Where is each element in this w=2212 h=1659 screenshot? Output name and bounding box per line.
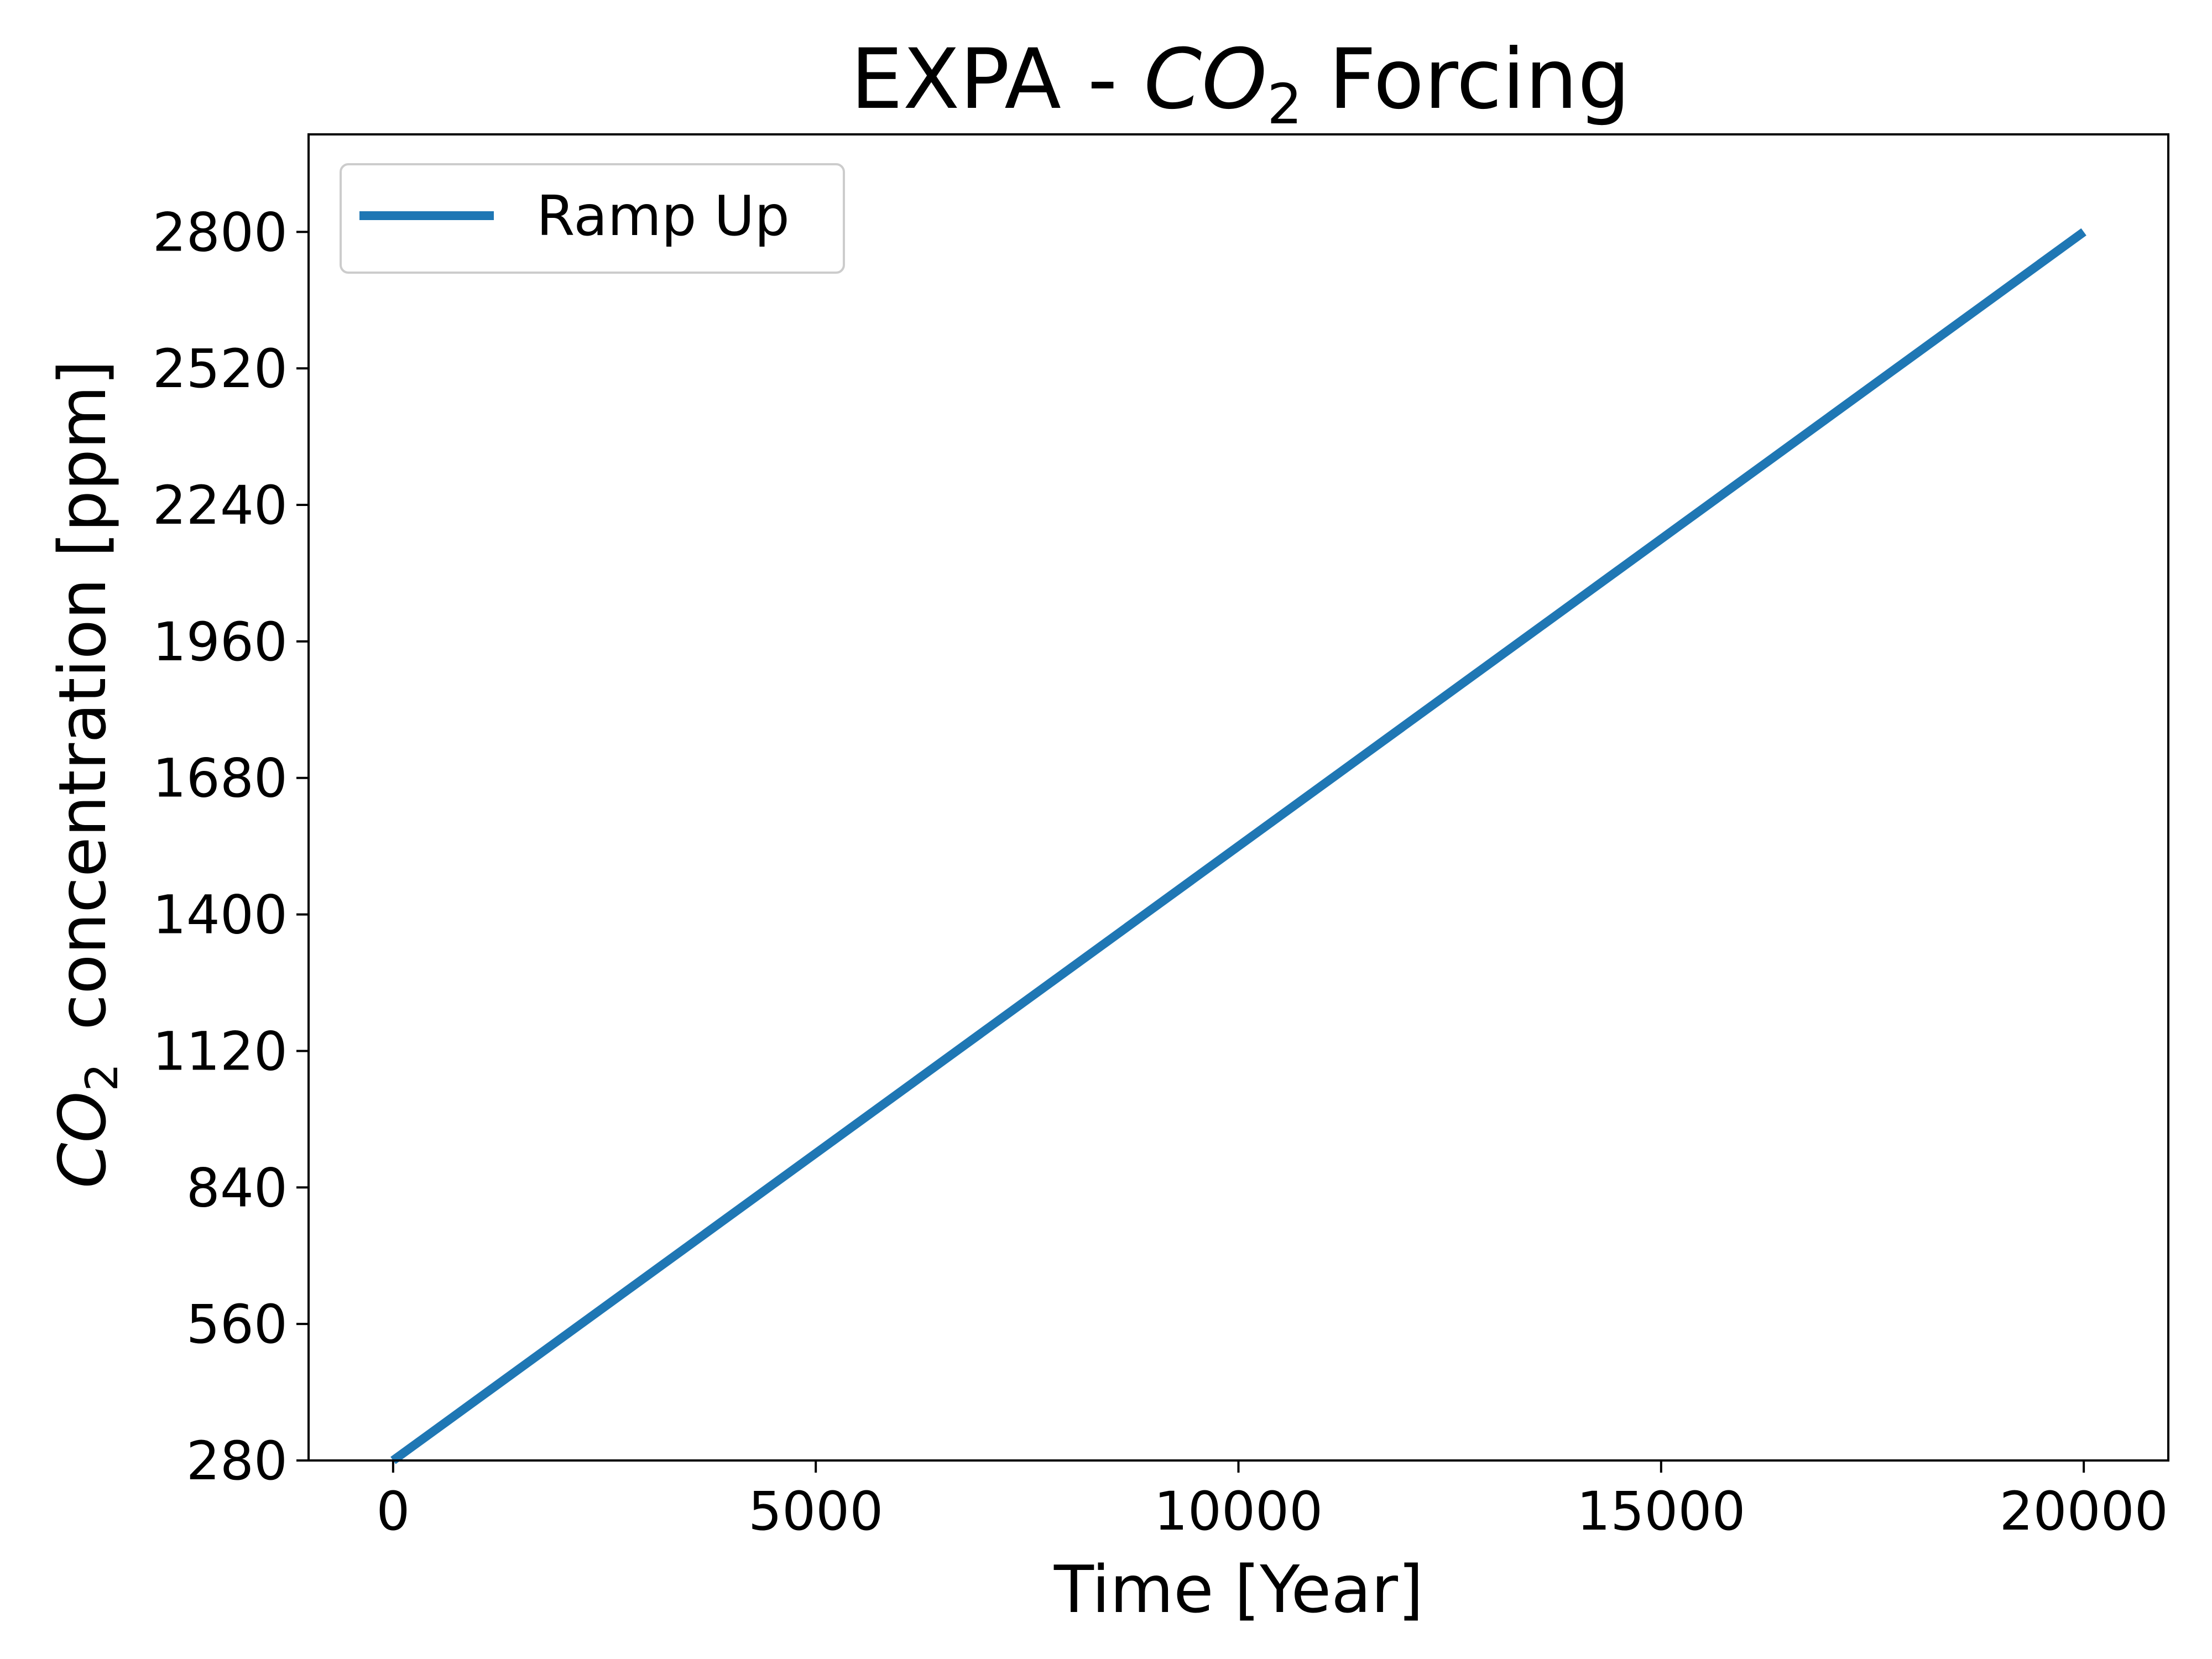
chart-title: EXPA - CO2 Forcing	[851, 32, 1630, 137]
y-tick-label: 2520	[153, 338, 288, 400]
plot-series	[390, 228, 2086, 1464]
y-tick-label: 1120	[153, 1020, 288, 1082]
chart-title-suffix: Forcing	[1302, 32, 1630, 128]
x-axis-label: Time [Year]	[1053, 1551, 1423, 1627]
y-tick-label: 560	[186, 1293, 288, 1355]
y-tick-label: 2800	[153, 201, 288, 263]
y-tick-label: 1680	[153, 748, 288, 810]
y-axis-label-chem: CO	[44, 1092, 121, 1188]
legend-box	[340, 163, 845, 274]
chart-title-subscript: 2	[1267, 72, 1302, 137]
y-tick-label: 840	[186, 1157, 288, 1219]
x-tick-label: 15000	[1577, 1480, 1745, 1542]
legend: Ramp Up	[340, 163, 845, 274]
chart-title-prefix: EXPA -	[851, 32, 1144, 128]
y-tick-label: 2240	[153, 474, 288, 536]
plot-frame	[307, 133, 2169, 1462]
y-axis-label-subscript: 2	[76, 1063, 128, 1092]
y-tick-label: 1400	[153, 884, 288, 946]
legend-label-ramp-up: Ramp Up	[536, 184, 790, 248]
x-tick-label: 0	[376, 1480, 410, 1542]
y-tick-label: 280	[186, 1430, 288, 1492]
chart-title-chem: CO	[1144, 32, 1267, 128]
y-tick-label: 1960	[153, 611, 288, 673]
x-tick-label: 10000	[1154, 1480, 1323, 1542]
x-tick-label: 5000	[748, 1480, 883, 1542]
x-tick-label: 20000	[1999, 1480, 2168, 1542]
series-line-ramp-up	[390, 228, 2086, 1464]
y-axis-label-rest: concentration [ppm]	[44, 360, 121, 1030]
y-axis-label: CO2 concentration [ppm]	[44, 360, 128, 1188]
axis-ticks: 0 5000 10000 15000 20000 280 560 840 1120 1400 168…	[153, 201, 2168, 1542]
